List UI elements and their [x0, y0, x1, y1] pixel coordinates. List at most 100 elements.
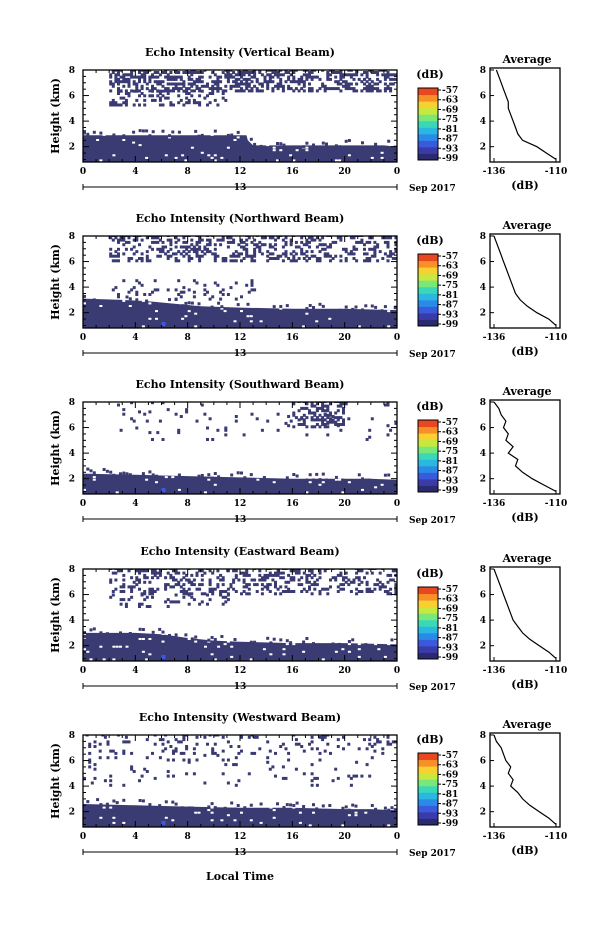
echo-cell [208, 243, 212, 247]
echo-cell [143, 580, 147, 584]
echo-cell [394, 569, 397, 573]
echo-cell [253, 71, 257, 74]
colorbar-swatch [418, 153, 438, 161]
echo-cell [295, 474, 299, 478]
echo-cell [240, 471, 243, 475]
echo-cell [198, 257, 202, 260]
echo-cell [315, 236, 319, 240]
echo-cell [190, 238, 194, 242]
echo-cell [148, 70, 152, 72]
echo-cell [114, 77, 118, 81]
echo-cell [360, 73, 364, 77]
echo-cell [386, 245, 390, 249]
echo-gap [217, 645, 221, 648]
echo-cell [208, 101, 212, 105]
echo-cell [308, 473, 312, 477]
echo-cell [315, 406, 319, 410]
echo-cell [373, 735, 377, 739]
echo-cell [124, 247, 128, 251]
colorbar-tick-label: -87 [442, 800, 458, 810]
echo-cell [208, 297, 212, 301]
echo-cell [292, 590, 296, 593]
x-tick-label: 0 [394, 499, 400, 509]
echo-cell [198, 103, 202, 107]
echo-cell [268, 80, 272, 84]
echo-cell [363, 247, 366, 251]
echo-cell [253, 142, 257, 146]
echo-cell [216, 283, 220, 287]
echo-cell [177, 250, 181, 254]
echo-cell [156, 576, 160, 580]
panel-1: Echo Intensity (Vertical Beam)0 4 8 12 16 20 0… [49, 46, 567, 194]
echo-cell [305, 250, 309, 254]
echo-cell [166, 257, 170, 260]
echo-cell [271, 257, 275, 260]
echo-cell [274, 247, 277, 251]
echo-cell [198, 254, 202, 258]
echo-cell [200, 254, 204, 258]
echo-cell [334, 411, 338, 415]
echo-cell [321, 406, 325, 410]
echo-gap [86, 650, 90, 653]
echo-cell [211, 438, 215, 441]
echo-cell [130, 402, 134, 405]
colorbar-tick-label: -57 [442, 252, 458, 262]
x-tick-label: 8 [185, 832, 191, 842]
echo-cell [119, 631, 122, 635]
echo-cell [130, 417, 134, 421]
echo-cell [355, 592, 359, 596]
echo-cell [93, 776, 97, 780]
echo-cell [247, 587, 251, 591]
echo-cell [349, 590, 353, 593]
echo-gap [370, 156, 374, 159]
average-title: Average [501, 219, 551, 232]
echo-cell [213, 129, 217, 133]
echo-cell [195, 101, 199, 105]
echo-cell [145, 605, 149, 608]
echo-cell [247, 84, 251, 88]
date-label: Sep 2017 [409, 516, 456, 526]
echo-cell [122, 134, 126, 138]
echo-cell [203, 293, 207, 296]
echo-cell [310, 254, 314, 258]
echo-cell [323, 735, 327, 737]
echo-cell [127, 240, 131, 244]
echo-cell [386, 735, 390, 737]
echo-cell [234, 590, 238, 593]
y-axis-label: Height (km) [49, 743, 62, 819]
echo-cell [221, 602, 225, 606]
echo-cell [213, 281, 217, 285]
echo-cell [138, 569, 141, 573]
echo-gap [357, 648, 361, 651]
echo-cell [368, 89, 372, 93]
echo-cell [292, 413, 296, 417]
echo-cell [347, 73, 351, 77]
echo-cell [276, 412, 280, 416]
echo-cell [130, 75, 134, 79]
echo-cell [213, 243, 217, 247]
date-label: Sep 2017 [409, 350, 456, 360]
echo-cell [344, 580, 348, 584]
echo-cell [229, 73, 233, 77]
echo-cell [318, 259, 322, 263]
echo-gap [380, 156, 384, 159]
echo-cell [245, 243, 249, 247]
echo-cell [373, 250, 377, 254]
echo-cell [292, 70, 296, 72]
echo-gap [83, 488, 86, 491]
echo-gap [298, 821, 302, 824]
echo-cell [233, 638, 237, 641]
echo-cell [276, 73, 280, 77]
echo-cell [310, 425, 314, 429]
colorbar-frame [417, 752, 439, 826]
echo-cell [158, 756, 162, 760]
echo-cell [161, 438, 165, 441]
echo-cell [370, 87, 374, 91]
echo-cell [339, 254, 343, 258]
echo-cell [368, 84, 372, 88]
echo-gap [187, 310, 191, 313]
echo-cell [148, 80, 152, 84]
echo-gap [249, 658, 253, 661]
echo-cell [190, 301, 194, 305]
echo-cell [378, 80, 382, 84]
